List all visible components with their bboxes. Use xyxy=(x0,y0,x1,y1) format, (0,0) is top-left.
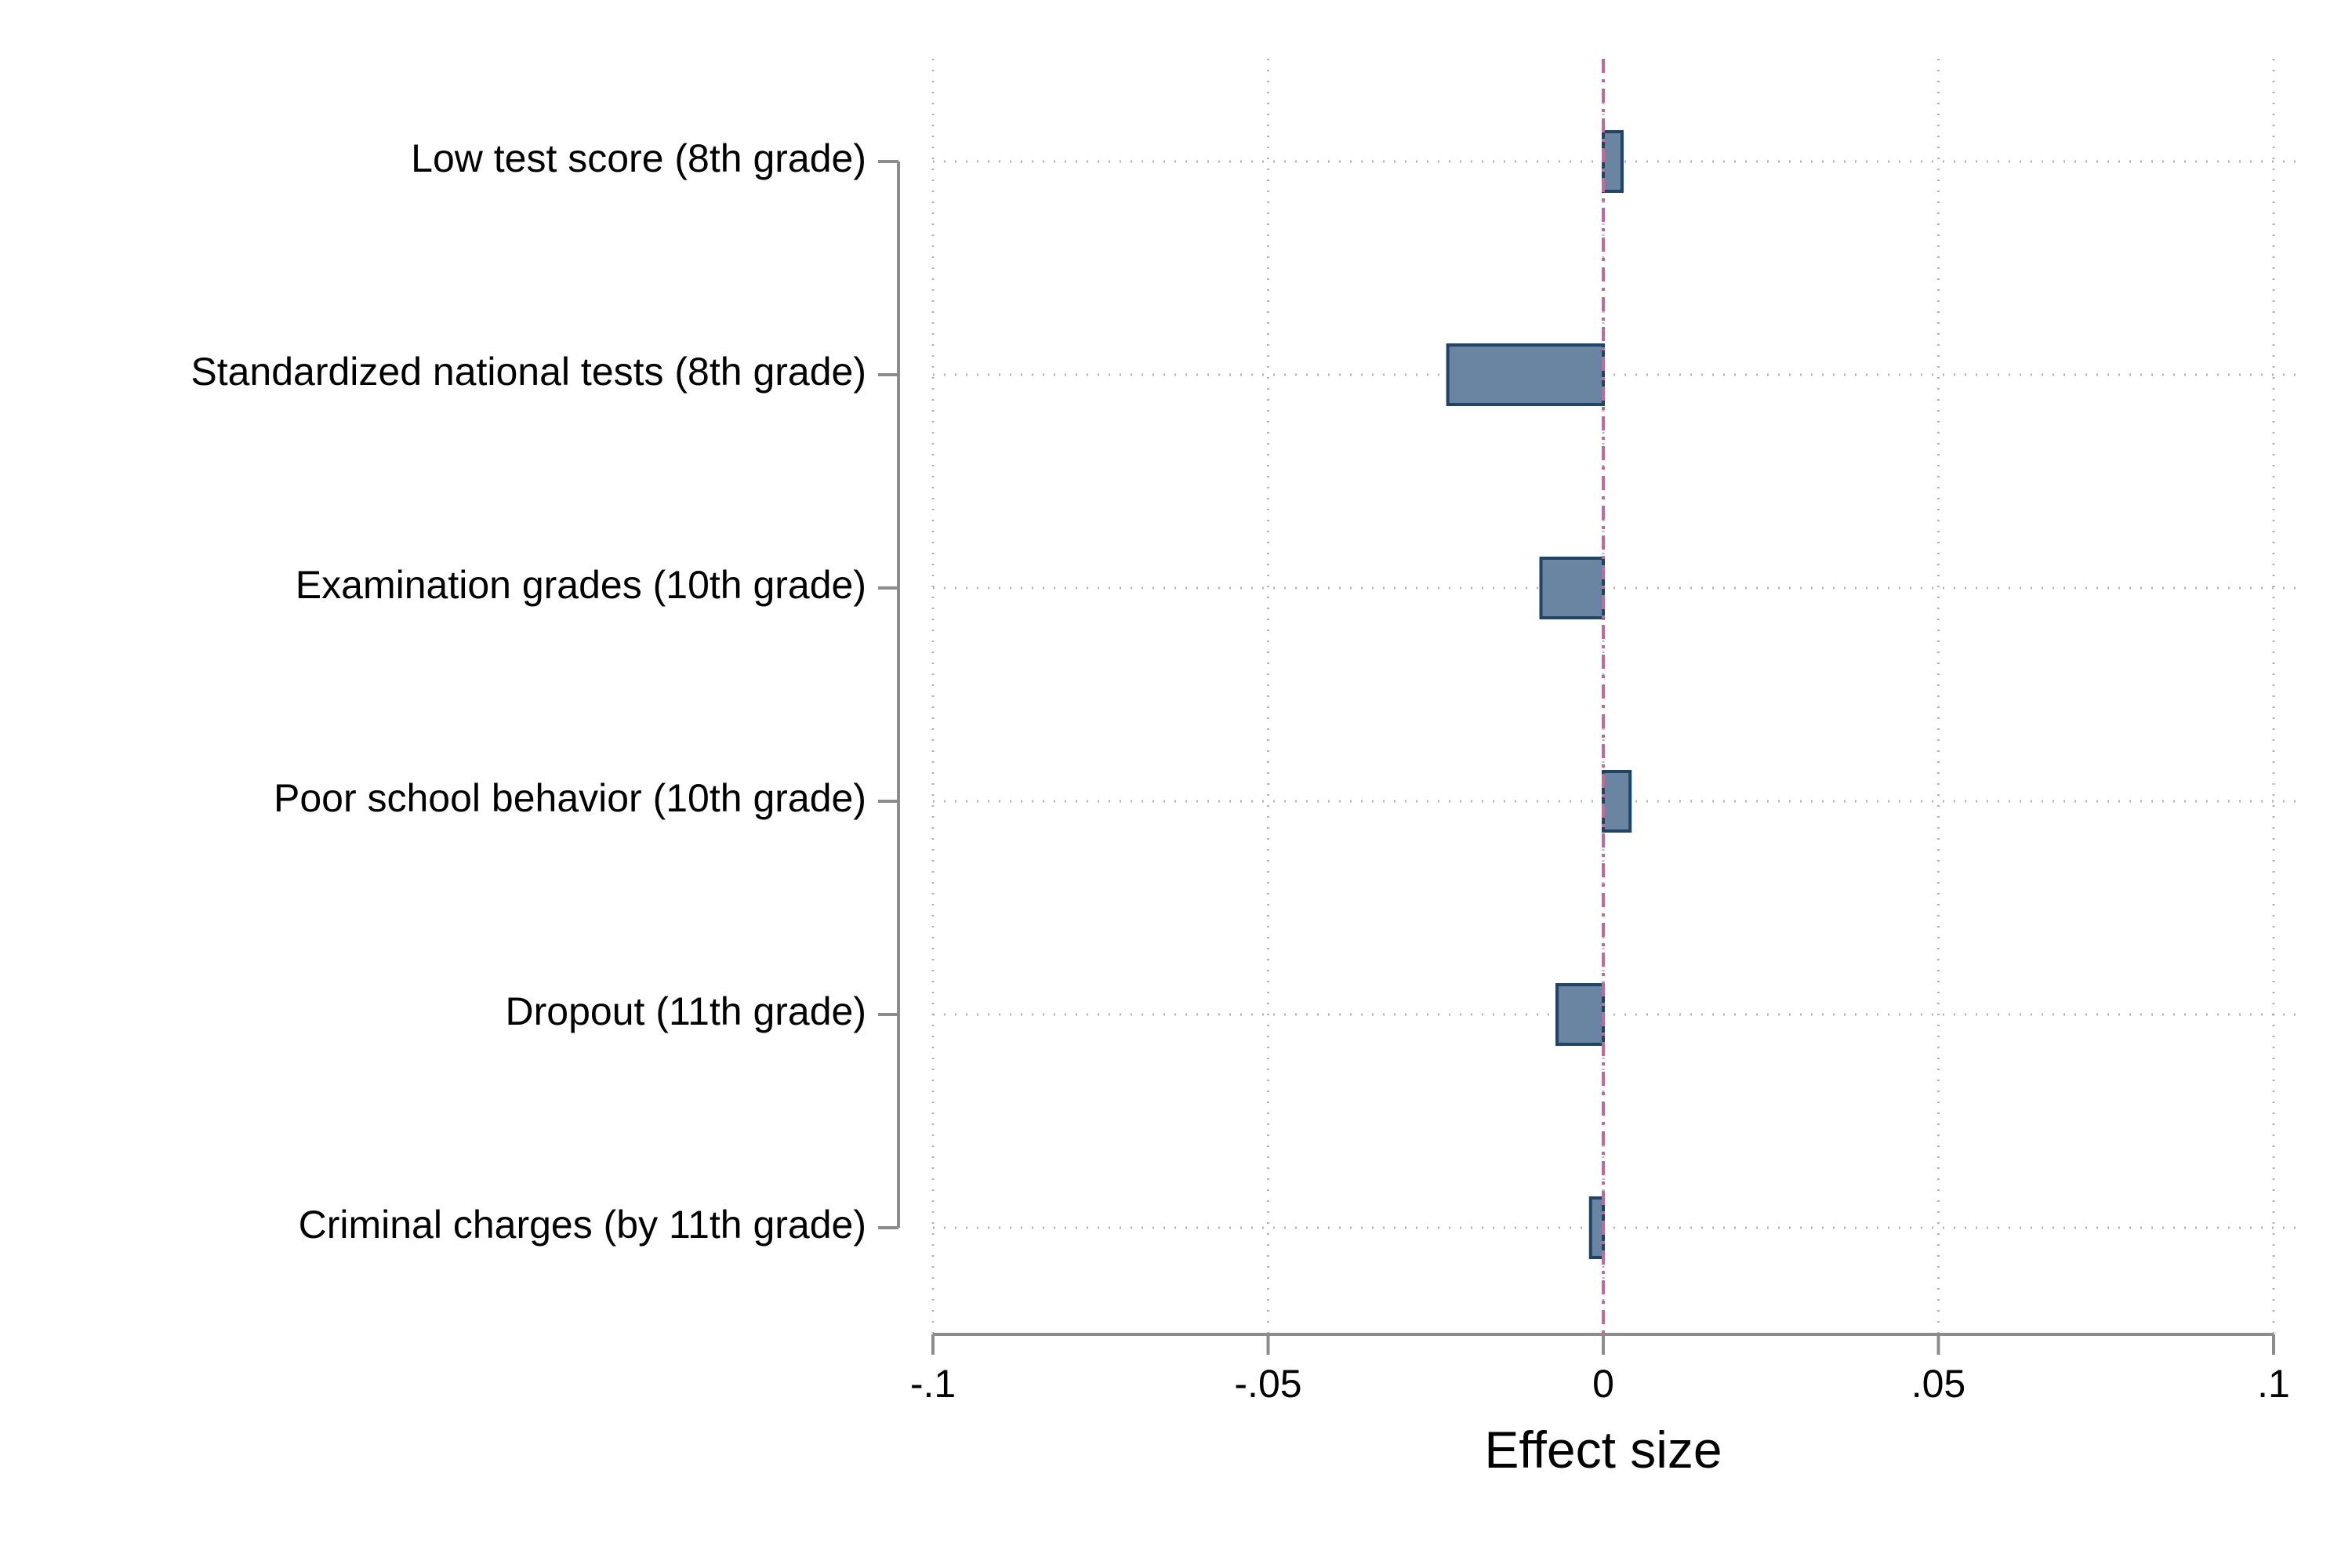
category-label: Standardized national tests (8th grade) xyxy=(191,350,866,394)
category-label: Low test score (8th grade) xyxy=(411,136,866,180)
grid-lines xyxy=(931,59,2305,1334)
labels: -.1 -.05 0 .05 .1 Low test score (8th grade) S… xyxy=(191,136,2290,1406)
bar xyxy=(1539,557,1605,619)
x-axis-title: Effect size xyxy=(1484,1421,1722,1479)
bar xyxy=(1446,343,1606,406)
x-tick-label: 0 xyxy=(1592,1362,1614,1406)
x-tick-label: -.05 xyxy=(1234,1362,1301,1406)
bar xyxy=(1602,770,1632,833)
bar xyxy=(1555,983,1606,1046)
bar xyxy=(1602,130,1624,193)
category-label: Criminal charges (by 11th grade) xyxy=(299,1203,866,1247)
category-label: Dropout (11th grade) xyxy=(506,989,866,1033)
axes xyxy=(878,160,2275,1355)
x-tick-label: .1 xyxy=(2257,1362,2290,1406)
x-tick-label: .05 xyxy=(1911,1362,1966,1406)
x-tick-label: -.1 xyxy=(910,1362,956,1406)
bars xyxy=(1446,130,1632,1259)
category-label: Poor school behavior (10th grade) xyxy=(274,776,866,820)
category-label: Examination grades (10th grade) xyxy=(296,563,866,607)
bar xyxy=(1588,1196,1606,1259)
